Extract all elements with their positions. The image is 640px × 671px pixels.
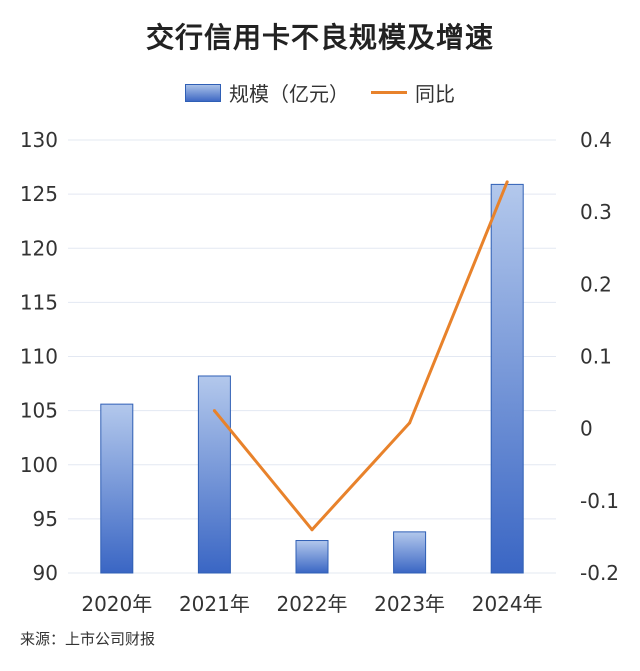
y-left-tick-label: 125 [20, 182, 58, 206]
y-left-tick-label: 120 [20, 236, 58, 260]
x-tick-label: 2020年 [81, 592, 152, 616]
line-series [213, 181, 509, 532]
legend-label-line: 同比 [415, 82, 455, 106]
y-right-tick-label: 0.1 [580, 345, 612, 369]
y-right-tick-label: 0 [580, 417, 593, 441]
x-tick-label: 2021年 [179, 592, 250, 616]
source-note: 来源：上市公司财报 [20, 630, 156, 648]
chart-legend: 规模（亿元） 同比 [0, 78, 640, 107]
bar [295, 540, 329, 574]
y-left-tick-label: 110 [20, 345, 58, 369]
bar [197, 375, 231, 574]
y-left-tick-label: 130 [20, 128, 58, 152]
y-left-tick-label: 95 [33, 507, 58, 531]
y-left-tick-label: 90 [33, 561, 58, 585]
y-right-tick-label: -0.2 [580, 561, 619, 585]
line-point [505, 180, 509, 184]
y-right-tick-label: 0.2 [580, 272, 612, 296]
line-point [310, 528, 314, 532]
legend-swatch-bar [185, 83, 221, 102]
bar [393, 531, 427, 574]
legend-swatch-line [371, 91, 407, 94]
legend-label-bar: 规模（亿元） [229, 82, 349, 106]
chart-title: 交行信用卡不良规模及增速 [145, 21, 494, 54]
y-right-tick-label: 0.4 [580, 128, 612, 152]
x-tick-label: 2024年 [472, 592, 543, 616]
y-left-tick-label: 115 [20, 290, 58, 314]
y-right-tick-label: 0.3 [580, 200, 612, 224]
bar [100, 403, 134, 574]
y-left-tick-label: 105 [20, 399, 58, 423]
line-point [212, 409, 216, 413]
legend-item-bar: 规模（亿元） [185, 78, 349, 107]
x-tick-label: 2022年 [277, 592, 348, 616]
y-right-tick-label: -0.1 [580, 489, 619, 513]
legend-item-line: 同比 [371, 78, 455, 107]
x-tick-label: 2023年 [374, 592, 445, 616]
bar [490, 183, 524, 574]
y-left-tick-label: 100 [20, 453, 58, 477]
line-point [408, 421, 412, 425]
